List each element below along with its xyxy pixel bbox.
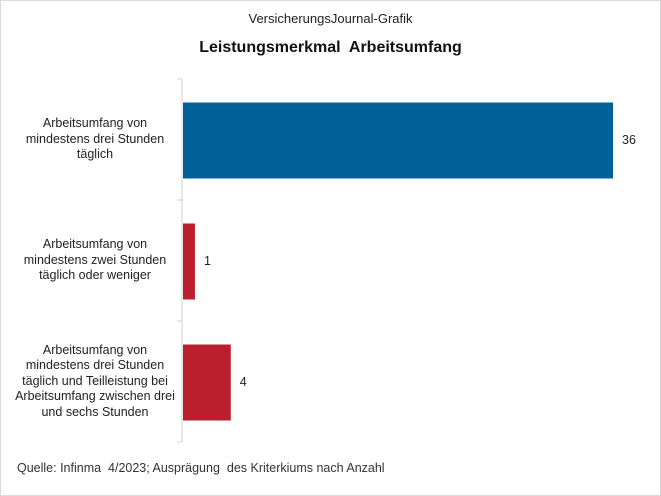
bar xyxy=(183,102,613,179)
bar xyxy=(183,223,195,300)
data-label: 4 xyxy=(239,374,247,389)
category-label: Arbeitsumfang von mindestens drei Stunde… xyxy=(15,342,175,419)
brand-label: VersicherungsJournal-Grafik xyxy=(248,11,413,26)
source-note: Quelle: Infinma 4/2023; Ausprägung des K… xyxy=(17,461,385,475)
category-label: Arbeitsumfang von mindestens zwei Stunde… xyxy=(23,237,167,282)
bar xyxy=(183,344,231,421)
data-label: 36 xyxy=(622,132,636,147)
chart-title: Leistungsmerkmal Arbeitsumfang xyxy=(199,39,462,56)
category-label: Arbeitsumfang von mindestens drei Stunde… xyxy=(25,116,165,161)
data-label: 1 xyxy=(203,253,211,268)
